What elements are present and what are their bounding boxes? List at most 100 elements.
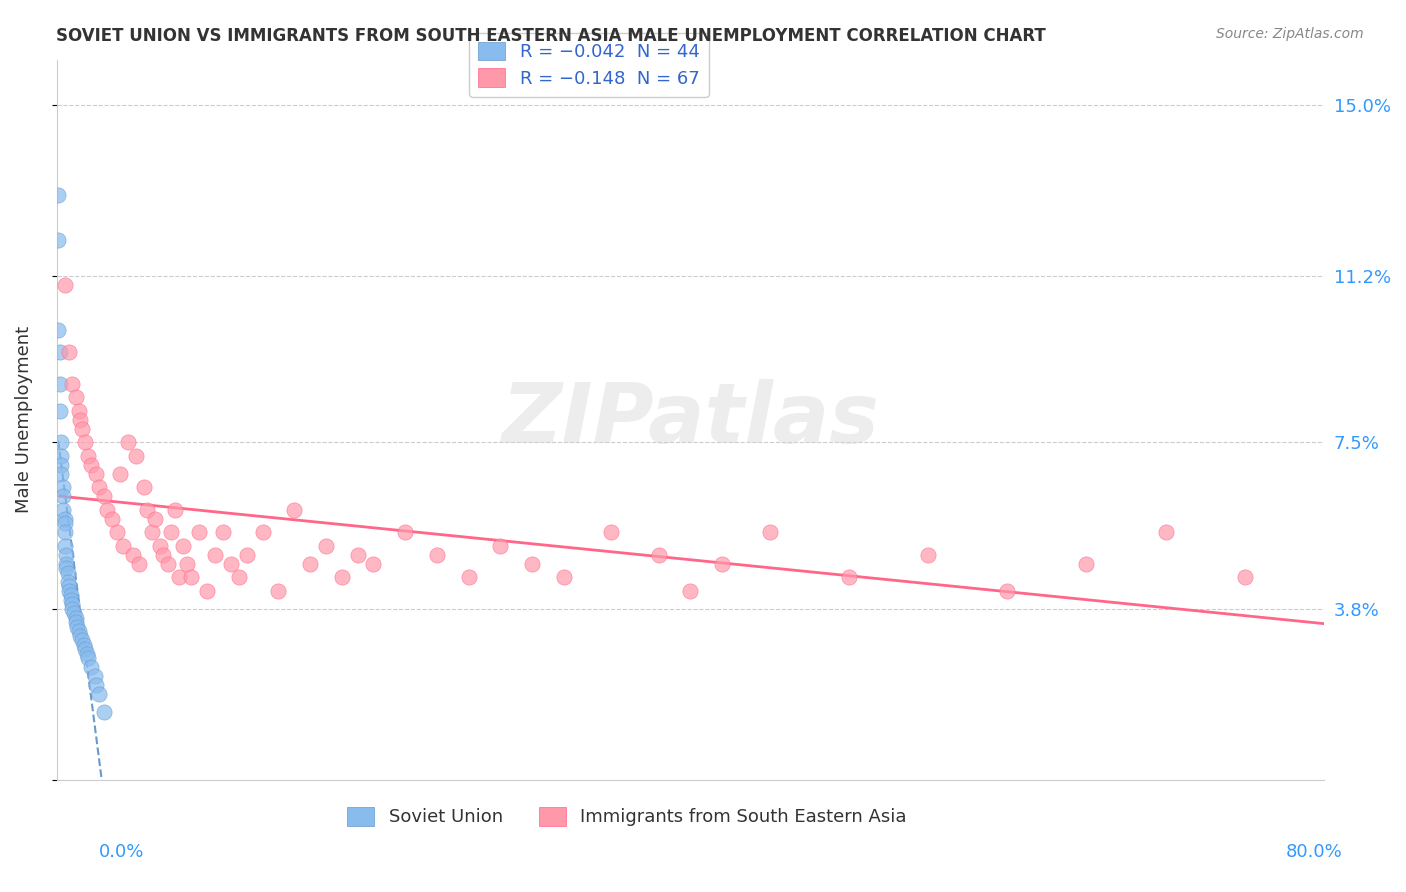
Point (65, 390, 87, 404)
Point (165, 502, 187, 516)
Point (70, 422, 93, 436)
Point (53, 539, 76, 553)
Point (600, 525, 623, 540)
Point (457, 570, 479, 584)
Point (995, 583, 1018, 598)
Point (195, 583, 218, 598)
Point (84, 678, 107, 692)
Point (67, 403, 90, 417)
Point (143, 511, 166, 525)
Point (135, 502, 157, 516)
Point (89, 480, 111, 494)
Point (394, 525, 416, 540)
Point (62, 376, 84, 391)
Point (252, 525, 274, 540)
Point (489, 539, 512, 553)
Point (679, 583, 702, 598)
Point (49, 376, 72, 391)
Point (51, 467, 73, 481)
Point (917, 548, 939, 562)
Point (75, 642, 97, 657)
Point (65, 610, 87, 624)
Point (49, 403, 72, 417)
Point (520, 557, 543, 571)
Point (212, 525, 235, 540)
Point (65, 615, 87, 629)
Point (167, 570, 190, 584)
Point (758, 525, 780, 540)
Point (711, 557, 734, 571)
Point (426, 548, 449, 562)
Point (49, 345, 72, 359)
Point (83, 669, 105, 683)
Point (105, 525, 128, 540)
Point (108, 467, 131, 481)
Point (283, 502, 305, 516)
Point (1154, 525, 1177, 540)
Point (63, 606, 86, 620)
Point (188, 525, 211, 540)
Point (53, 525, 76, 540)
Point (176, 557, 198, 571)
Point (70, 633, 93, 648)
Text: 80.0%: 80.0% (1286, 843, 1343, 861)
Text: Source: ZipAtlas.com: Source: ZipAtlas.com (1216, 27, 1364, 41)
Point (53, 516, 76, 530)
Point (125, 449, 148, 463)
Point (58, 579, 80, 593)
Point (89, 687, 111, 701)
Point (152, 548, 174, 562)
Y-axis label: Male Unemployment: Male Unemployment (15, 326, 32, 513)
Point (69, 629, 91, 643)
Point (330, 570, 353, 584)
Point (553, 570, 575, 584)
Point (180, 570, 202, 584)
Point (112, 539, 135, 553)
Point (93, 705, 115, 719)
Point (838, 570, 860, 584)
Point (56, 566, 79, 580)
Point (66, 619, 89, 633)
Point (299, 557, 322, 571)
Point (67, 624, 90, 639)
Point (59, 588, 82, 602)
Point (159, 525, 181, 540)
Point (58, 345, 80, 359)
Point (132, 480, 155, 494)
Text: SOVIET UNION VS IMMIGRANTS FROM SOUTH EASTERN ASIA MALE UNEMPLOYMENT CORRELATION: SOVIET UNION VS IMMIGRANTS FROM SOUTH EA… (56, 27, 1046, 45)
Point (52, 502, 75, 516)
Point (80, 660, 103, 674)
Point (77, 449, 100, 463)
Point (121, 548, 143, 562)
Point (46, 233, 69, 247)
Point (84, 467, 107, 481)
Point (96, 502, 118, 516)
Point (172, 539, 194, 553)
Point (58, 583, 80, 598)
Point (228, 570, 250, 584)
Point (52, 489, 75, 503)
Point (80, 458, 103, 472)
Point (149, 539, 172, 553)
Point (93, 489, 115, 503)
Point (647, 548, 669, 562)
Point (75, 435, 97, 450)
Point (55, 561, 77, 575)
Point (46, 323, 69, 337)
Point (101, 511, 124, 525)
Point (55, 557, 77, 571)
Point (56, 574, 79, 589)
Point (46, 187, 69, 202)
Point (204, 548, 226, 562)
Point (315, 539, 337, 553)
Point (77, 651, 100, 665)
Point (141, 525, 163, 540)
Point (1076, 557, 1098, 571)
Point (235, 548, 257, 562)
Text: ZIPatlas: ZIPatlas (502, 379, 879, 460)
Text: 0.0%: 0.0% (98, 843, 143, 861)
Point (219, 557, 242, 571)
Point (59, 592, 82, 607)
Point (117, 435, 139, 450)
Point (363, 557, 385, 571)
